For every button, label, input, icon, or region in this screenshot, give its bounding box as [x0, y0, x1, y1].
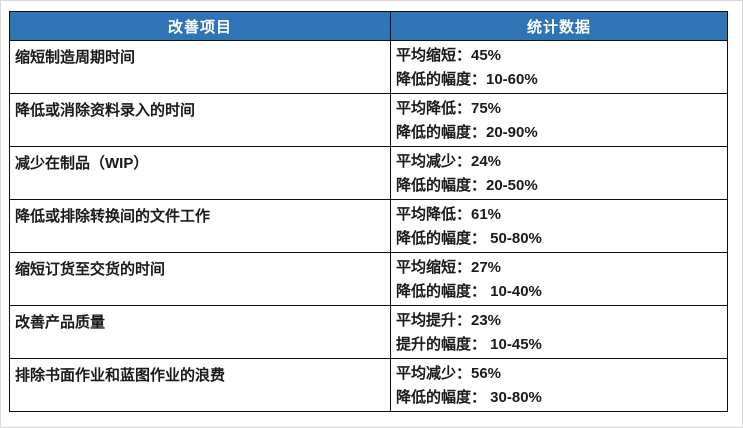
- table-header-item: 改善项目: [9, 11, 391, 41]
- stats-cell: 平均提升：23% 提升的幅度： 10-45%: [390, 305, 728, 359]
- stat-line-1: 平均缩短：27%: [396, 259, 502, 276]
- stat-line-2: 降低的幅度： 10-40%: [396, 283, 542, 300]
- stat-line-1: 平均减少：24%: [396, 153, 502, 170]
- table-row: 缩短订货至交货的时间 平均缩短：27% 降低的幅度： 10-40%: [9, 252, 728, 306]
- item-cell: 缩短制造周期时间: [9, 40, 391, 94]
- table-header-stats: 统计数据: [390, 11, 728, 41]
- stat-line-1: 平均减少：56%: [396, 365, 502, 382]
- table-row: 排除书面作业和蓝图作业的浪费 平均减少：56% 降低的幅度： 30-80%: [9, 358, 728, 412]
- stats-cell: 平均降低：61% 降低的幅度： 50-80%: [390, 199, 728, 253]
- stat-line-2: 降低的幅度：20-90%: [396, 124, 538, 141]
- improvement-statistics-table: 改善项目 统计数据 缩短制造周期时间 平均缩短：45% 降低的幅度：10-60%…: [9, 11, 728, 412]
- stats-cell: 平均缩短：27% 降低的幅度： 10-40%: [390, 252, 728, 306]
- item-cell: 降低或排除转换间的文件工作: [9, 199, 391, 253]
- stat-line-1: 平均缩短：45%: [396, 47, 502, 64]
- stat-line-2: 降低的幅度：10-60%: [396, 71, 538, 88]
- table-header-row: 改善项目 统计数据: [9, 11, 728, 41]
- table-row: 改善产品质量 平均提升：23% 提升的幅度： 10-45%: [9, 305, 728, 359]
- item-cell: 降低或消除资料录入的时间: [9, 93, 391, 147]
- stat-line-2: 降低的幅度：20-50%: [396, 177, 538, 194]
- stat-line-2: 降低的幅度： 30-80%: [396, 389, 542, 406]
- item-cell: 减少在制品（WIP）: [9, 146, 391, 200]
- table-row: 降低或排除转换间的文件工作 平均降低：61% 降低的幅度： 50-80%: [9, 199, 728, 253]
- stats-cell: 平均降低：75% 降低的幅度：20-90%: [390, 93, 728, 147]
- stat-line-1: 平均提升：23%: [396, 312, 502, 329]
- stats-cell: 平均减少：56% 降低的幅度： 30-80%: [390, 358, 728, 412]
- stat-line-1: 平均降低：61%: [396, 206, 502, 223]
- item-cell: 排除书面作业和蓝图作业的浪费: [9, 358, 391, 412]
- stat-line-2: 提升的幅度： 10-45%: [396, 336, 542, 353]
- table-row: 缩短制造周期时间 平均缩短：45% 降低的幅度：10-60%: [9, 40, 728, 94]
- item-cell: 缩短订货至交货的时间: [9, 252, 391, 306]
- stats-cell: 平均减少：24% 降低的幅度：20-50%: [390, 146, 728, 200]
- item-cell: 改善产品质量: [9, 305, 391, 359]
- table-row: 降低或消除资料录入的时间 平均降低：75% 降低的幅度：20-90%: [9, 93, 728, 147]
- table-row: 减少在制品（WIP） 平均减少：24% 降低的幅度：20-50%: [9, 146, 728, 200]
- stat-line-2: 降低的幅度： 50-80%: [396, 230, 542, 247]
- stat-line-1: 平均降低：75%: [396, 100, 502, 117]
- stats-cell: 平均缩短：45% 降低的幅度：10-60%: [390, 40, 728, 94]
